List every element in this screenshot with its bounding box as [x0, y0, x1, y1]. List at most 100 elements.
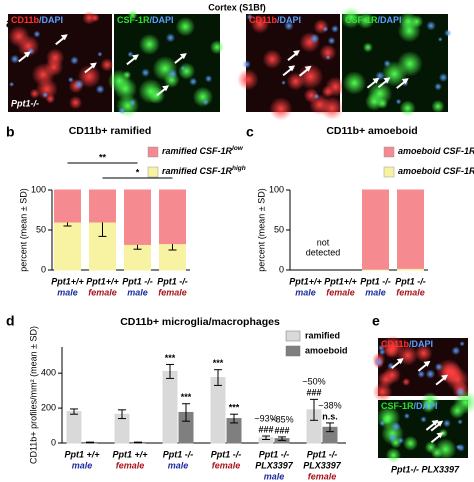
x-tick-label: Ppt1 +/+ [112, 449, 148, 459]
y-tick-label: 50 [274, 224, 284, 234]
cell [372, 381, 393, 402]
nucleus [457, 419, 463, 425]
bar-segment [397, 189, 424, 269]
change-label: ~93% [254, 413, 277, 423]
legend-swatch [383, 146, 395, 158]
nucleus [442, 419, 451, 428]
cell [90, 13, 100, 23]
x-tick-label: Ppt1 -/- [307, 449, 338, 459]
arrowhead [162, 85, 170, 92]
x-tick-label: Ppt1+/+ [51, 276, 84, 286]
arrowhead [401, 78, 409, 85]
image-label: CD11b/DAPI [11, 15, 63, 25]
y-axis-label: percent (mean ± SD) [18, 188, 28, 271]
legend-swatch [147, 146, 159, 158]
legend-label: amoeboid CSF-1Rlow [398, 145, 474, 157]
stain-counter: /DAPI [409, 339, 433, 349]
cell [209, 39, 225, 55]
nucleus [379, 420, 386, 426]
nucleus [204, 75, 213, 83]
nucleus [325, 54, 331, 60]
cell [321, 85, 335, 98]
arrowhead [396, 358, 404, 365]
nucleus [327, 36, 336, 45]
nucleus [313, 93, 320, 100]
image-label: CSF-1R/DAPI [117, 15, 174, 25]
arrowhead [423, 360, 431, 367]
x-tick-label: Ppt1+/+ [289, 276, 322, 286]
significance-label: ### [306, 388, 321, 398]
cell [362, 42, 374, 53]
nucleus [373, 357, 384, 367]
stain-counter: /DAPI [277, 15, 301, 25]
image-label: CSF-1R/DAPI [381, 401, 438, 411]
cell [68, 95, 83, 110]
cell [286, 72, 305, 91]
image-label: CD11b/DAPI [249, 15, 301, 25]
nucleus [403, 413, 410, 419]
nucleus [378, 348, 386, 356]
nucleus [426, 20, 436, 31]
nucleus [388, 433, 398, 443]
legend-superscript: high [232, 165, 246, 172]
arrowhead [304, 65, 312, 72]
nucleus [202, 98, 209, 106]
x-tick-label: Ppt1 -/- [360, 276, 391, 286]
bar [162, 370, 178, 444]
nucleus [425, 369, 436, 379]
legend-label: ramified [305, 330, 340, 340]
nucleus [165, 33, 176, 43]
cell [402, 377, 411, 387]
y-axis-label: percent (mean ± SD) [256, 188, 266, 271]
bar-segment [124, 189, 151, 245]
nucleus [434, 82, 442, 91]
arrowhead [179, 53, 187, 60]
stain-counter: /DAPI [150, 15, 174, 25]
stain-marker: CSF-1R [345, 15, 378, 25]
significance-label: *** [181, 392, 192, 402]
x-tick-sex: female [308, 471, 337, 481]
cell [35, 78, 58, 101]
cell [402, 435, 419, 451]
arrowhead [60, 34, 68, 41]
legend-swatch [383, 166, 395, 178]
nucleus [118, 106, 126, 115]
significance-label: * [136, 167, 140, 177]
cell [383, 366, 402, 385]
cell [175, 16, 196, 37]
stain-counter: /DAPI [39, 15, 63, 25]
nucleus [309, 33, 320, 44]
nucleus [127, 51, 134, 58]
y-tick-label: 0 [41, 264, 46, 274]
x-tick-sex: male [72, 460, 93, 470]
cell [320, 96, 344, 120]
change-label: ~50% [302, 377, 325, 387]
nucleus [242, 60, 251, 69]
image-label: CD11b/DAPI [381, 339, 433, 349]
cell [434, 438, 457, 461]
cell [340, 6, 362, 29]
nucleus [395, 98, 402, 105]
x-tick-label: Ppt1 -/- [259, 449, 290, 459]
nucleus [67, 76, 74, 83]
nucleus [391, 421, 401, 432]
chart-title: CD11b+ ramified [69, 125, 152, 137]
panel-label: c [246, 124, 254, 140]
arrowhead [131, 54, 139, 61]
nucleus [95, 84, 105, 94]
nucleus [383, 59, 391, 68]
significance-label: n.s. [322, 411, 338, 421]
stain-marker: CD11b [11, 15, 40, 25]
legend-name: ramified CSF-1R [162, 146, 233, 156]
nucleus [9, 81, 15, 87]
cell [77, 64, 101, 89]
legend-superscript: low [232, 145, 244, 152]
cell [138, 33, 161, 55]
legend-name: ramified CSF-1R [162, 166, 233, 176]
significance-label: *** [229, 403, 240, 413]
cell [436, 358, 462, 384]
x-tick-label: Ppt1 -/- [157, 276, 188, 286]
cell [177, 62, 196, 80]
arrowhead [431, 419, 439, 426]
